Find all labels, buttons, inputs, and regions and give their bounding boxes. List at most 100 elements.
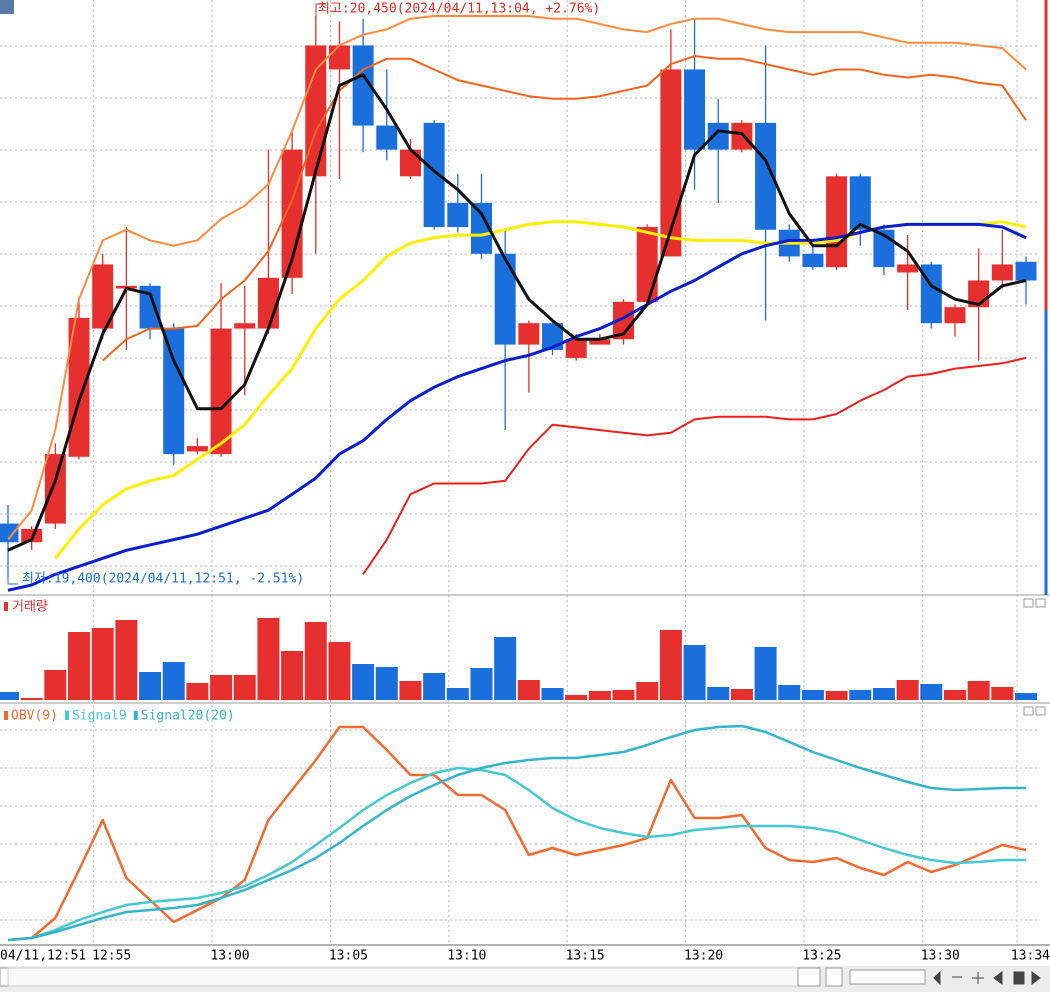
volume-bar — [0, 692, 19, 700]
candle-body — [281, 149, 303, 278]
volume-bar — [91, 628, 114, 700]
low-marker — [7, 570, 18, 585]
volume-bar — [801, 690, 824, 700]
candle-body — [0, 523, 19, 543]
legend-swatch — [4, 602, 8, 611]
volume-bar — [375, 667, 398, 700]
legend-label: Signal20(20) — [141, 709, 235, 724]
candle-body — [1015, 261, 1037, 281]
candle-body — [897, 264, 919, 273]
candle-body — [21, 528, 43, 543]
volume-bar — [281, 651, 304, 700]
candle-body — [755, 122, 777, 230]
volume-bar — [872, 688, 895, 700]
panel-button[interactable] — [1035, 706, 1046, 716]
x-tick-label: 13:05 — [329, 949, 368, 964]
legend-label: OBV(9) — [11, 709, 58, 724]
candle-body — [849, 176, 871, 230]
legend-swatch — [133, 711, 138, 720]
line-series — [7, 766, 1026, 942]
candle-body — [636, 227, 658, 302]
volume-bar — [20, 698, 43, 700]
scroll-left[interactable] — [0, 967, 9, 987]
volume-bar — [683, 645, 706, 700]
panel-button[interactable] — [1023, 598, 1034, 608]
panel-title: 거래량 — [12, 600, 48, 615]
indicator-line — [7, 222, 1027, 592]
legend-swatch — [64, 711, 69, 720]
volume-bar — [233, 675, 256, 700]
volume-bar — [352, 664, 375, 700]
volume-bar — [967, 681, 990, 700]
candle-body — [944, 307, 966, 324]
volume-bar — [754, 647, 777, 700]
candle-body — [991, 264, 1013, 281]
x-tick-label: 13:25 — [802, 949, 841, 964]
volume-bar — [257, 618, 280, 700]
indicator-line — [7, 15, 1027, 541]
candle-body — [589, 339, 611, 345]
x-tick-label: 13:10 — [447, 949, 486, 964]
scroll-right[interactable] — [825, 967, 843, 987]
indicator-line — [102, 55, 1027, 362]
volume-bar — [186, 683, 209, 700]
candle-body — [234, 323, 256, 329]
marks: 04/11,12:51 12:55 13:00 13:05 13:10 13:15 13:2… — [0, 2, 1050, 964]
candle-body — [684, 69, 706, 150]
volume-bar — [210, 675, 233, 700]
toolbar-icons[interactable] — [933, 970, 1041, 986]
candle-body — [802, 253, 824, 268]
volume-bar — [849, 690, 872, 700]
volume-bar — [162, 662, 185, 700]
candle-body — [423, 122, 445, 228]
volume-bar — [541, 688, 564, 700]
indicator-line — [7, 73, 1027, 552]
volume-bar — [991, 687, 1014, 700]
volume-bar — [588, 691, 611, 700]
panel-button[interactable] — [1023, 706, 1034, 716]
zoom-slider[interactable] — [849, 969, 926, 985]
volume-bar — [68, 632, 91, 700]
candle-body — [731, 122, 753, 150]
scroll-track[interactable] — [7, 967, 799, 987]
volume-bar — [423, 673, 446, 700]
legend-label: Signal9 — [72, 709, 127, 724]
candle-body — [707, 122, 729, 150]
line-series — [7, 724, 1026, 942]
candle-body — [92, 264, 114, 329]
candle-body — [328, 45, 350, 70]
volume-bar — [943, 690, 966, 700]
candle-body — [613, 301, 635, 340]
volume-bar — [659, 630, 682, 700]
volume-bar — [896, 680, 919, 700]
candle-body — [305, 45, 327, 177]
low-annotation: 최저:19,400(2024/04/11,12:51, -2.51%) — [22, 572, 304, 587]
x-tick-label: 13:15 — [566, 949, 605, 964]
candle-body — [352, 45, 374, 126]
x-tick-label: 13:34 — [1011, 949, 1050, 964]
line-series — [7, 725, 1027, 942]
candle-body — [470, 203, 492, 254]
x-tick-label: 13:30 — [921, 949, 960, 964]
volume-bar — [115, 620, 138, 700]
scroll-thumb[interactable] — [797, 967, 821, 987]
candle-body — [565, 339, 587, 358]
volume-bar — [446, 688, 469, 700]
candle-body — [210, 328, 232, 455]
candle-body — [186, 446, 208, 452]
corner-button[interactable] — [0, 0, 14, 14]
volume-bar — [565, 695, 588, 700]
volume-bar — [328, 642, 351, 700]
volume-bar — [517, 680, 540, 700]
volume-bar — [707, 687, 730, 700]
volume-bar — [399, 681, 422, 700]
volume-bar — [494, 637, 517, 700]
panel-button[interactable] — [1035, 598, 1046, 608]
candle-body — [447, 203, 469, 228]
candle-body — [542, 323, 564, 350]
high-marker — [315, 3, 326, 18]
x-tick-label: 13:00 — [210, 949, 249, 964]
candle-body — [44, 454, 66, 524]
